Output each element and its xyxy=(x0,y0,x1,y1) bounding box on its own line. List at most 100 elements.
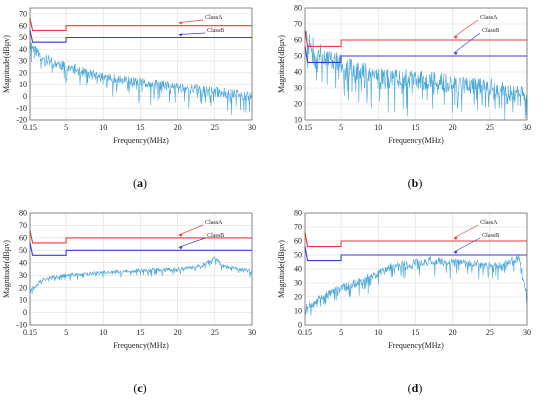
x-tick-label: 20 xyxy=(174,328,182,337)
x-axis-title: Frequency(MHz) xyxy=(388,136,444,145)
x-axis-title: Frequency(MHz) xyxy=(388,341,444,350)
y-tick-label: 10 xyxy=(294,116,302,125)
y-tick-label: 60 xyxy=(294,237,302,246)
x-tick-label: 25 xyxy=(486,123,494,132)
legend-arrowhead xyxy=(178,33,183,37)
legend-label-classb: ClassB xyxy=(482,28,499,34)
legend-arrowhead xyxy=(453,250,458,254)
y-tick-label: -20 xyxy=(16,116,27,125)
legend-arrowhead xyxy=(453,51,458,55)
limit-line-classa xyxy=(29,18,252,31)
y-tick-label: 70 xyxy=(19,9,27,18)
caption-close-paren: ) xyxy=(143,176,147,190)
measured-spectrum-line xyxy=(304,255,528,316)
caption-close-paren: ) xyxy=(418,176,422,190)
caption-close-paren: ) xyxy=(418,381,422,395)
x-axis-title: Frequency(MHz) xyxy=(113,341,169,350)
y-tick-label: -10 xyxy=(16,321,27,330)
x-tick-label: 0.15 xyxy=(298,328,312,337)
legend-label-classa: ClassA xyxy=(205,15,223,21)
caption-open-paren: ( xyxy=(133,176,137,190)
y-tick-label: 10 xyxy=(19,296,27,305)
limit-line-classb xyxy=(29,242,252,256)
panel-caption: (c) xyxy=(133,381,146,395)
y-tick-label: 30 xyxy=(294,279,302,288)
caption-letter: b xyxy=(412,176,419,190)
legend-arrowhead xyxy=(453,236,458,240)
x-tick-label: 30 xyxy=(523,328,531,337)
limit-line-classb xyxy=(304,46,527,63)
y-tick-label: 50 xyxy=(294,52,302,61)
legend-arrowhead xyxy=(178,233,183,237)
x-tick-label: 20 xyxy=(449,328,457,337)
caption-open-paren: ( xyxy=(408,176,412,190)
y-tick-label: 40 xyxy=(294,265,302,274)
x-tick-label: 25 xyxy=(211,328,219,337)
x-tick-label: 10 xyxy=(374,123,382,132)
legend-arrow xyxy=(453,19,479,38)
x-tick-label: 5 xyxy=(64,328,68,337)
y-tick-label: 70 xyxy=(294,223,302,232)
caption-open-paren: ( xyxy=(133,381,137,395)
y-tick-label: 80 xyxy=(294,209,302,218)
y-tick-label: 40 xyxy=(19,45,27,54)
limit-line-classa xyxy=(304,232,527,248)
y-axis-title: Magnitude(dBµv) xyxy=(277,35,286,93)
legend-label-classb: ClassB xyxy=(207,28,224,34)
y-tick-label: -10 xyxy=(16,104,27,113)
y-tick-label: 20 xyxy=(294,293,302,302)
panel-caption: (a) xyxy=(133,176,147,190)
y-tick-label: 50 xyxy=(19,246,27,255)
legend-label-classa: ClassA xyxy=(480,220,498,226)
caption-letter: c xyxy=(137,381,143,395)
x-tick-label: 20 xyxy=(174,123,182,132)
legend-arrow xyxy=(453,224,479,239)
x-tick-label: 0.15 xyxy=(23,123,37,132)
legend-label-classa: ClassA xyxy=(480,15,498,21)
legend-arrowhead xyxy=(178,246,183,250)
y-tick-label: 30 xyxy=(294,84,302,93)
legend-arrow xyxy=(178,224,204,236)
caption-letter: d xyxy=(412,381,419,395)
x-tick-label: 15 xyxy=(411,328,419,337)
limit-line-classb xyxy=(304,246,527,262)
measured-spectrum-line xyxy=(304,30,528,121)
y-tick-label: 30 xyxy=(19,57,27,66)
legend-arrow xyxy=(178,32,206,35)
x-tick-label: 25 xyxy=(211,123,219,132)
y-tick-label: 50 xyxy=(294,251,302,260)
chart-panel-c: -10 0 10 20 30 40 50 60 70 80 0.15 5 10 15 20 25 30 Class… xyxy=(2,209,256,395)
panel-caption: (d) xyxy=(408,381,423,395)
limit-line-classa xyxy=(29,230,252,244)
caption-open-paren: ( xyxy=(408,381,412,395)
x-tick-label: 15 xyxy=(411,123,419,132)
x-tick-label: 5 xyxy=(64,123,68,132)
y-tick-label: 0 xyxy=(23,92,27,101)
legend-arrow xyxy=(453,237,481,253)
chart-panel-b: 10 20 30 40 50 60 70 80 0.15 5 10 15 20 25 30 ClassA Cla… xyxy=(277,4,531,190)
plot-area xyxy=(30,213,252,325)
y-tick-label: 30 xyxy=(19,271,27,280)
y-tick-label: 50 xyxy=(19,33,27,42)
panel-caption: (b) xyxy=(408,176,423,190)
y-tick-label: 0 xyxy=(23,308,27,317)
y-tick-label: 20 xyxy=(19,68,27,77)
plot-frame xyxy=(29,212,253,326)
y-tick-label: 60 xyxy=(19,233,27,242)
limit-line-classa xyxy=(304,30,527,47)
y-tick-label: 20 xyxy=(294,100,302,109)
y-axis-title: Magnitude(dBµv) xyxy=(2,240,11,298)
plot-frame xyxy=(304,7,528,121)
x-axis-title: Frequency(MHz) xyxy=(113,136,169,145)
x-tick-label: 30 xyxy=(248,123,256,132)
legend-arrow xyxy=(178,237,206,248)
y-tick-label: 70 xyxy=(294,20,302,29)
x-tick-label: 30 xyxy=(248,328,256,337)
legend-label-classb: ClassB xyxy=(482,233,499,239)
y-tick-label: 0 xyxy=(298,321,302,330)
y-axis-title: Magnitude(dBµv) xyxy=(277,240,286,298)
y-tick-label: 80 xyxy=(19,209,27,218)
x-tick-label: 10 xyxy=(374,328,382,337)
limit-line-classb xyxy=(29,30,252,43)
legend-arrowhead xyxy=(178,21,183,25)
